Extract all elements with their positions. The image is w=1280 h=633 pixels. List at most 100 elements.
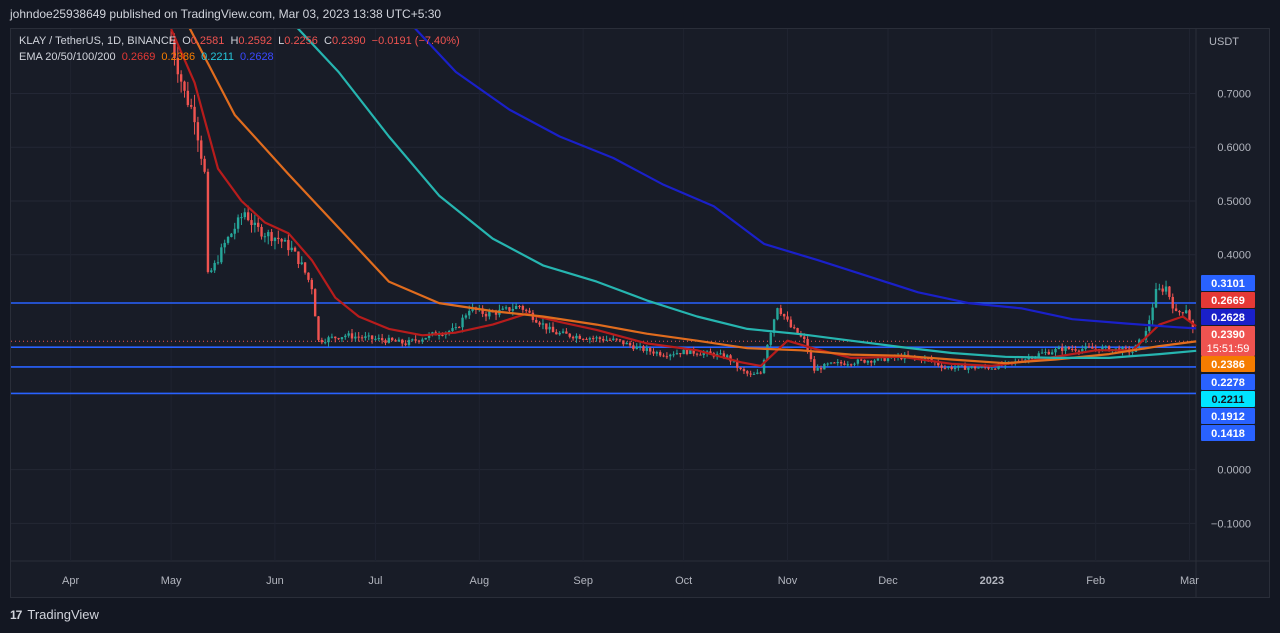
ema-label: EMA 20/50/100/200 bbox=[19, 51, 116, 63]
price-label-box bbox=[1201, 408, 1255, 424]
price-label-box bbox=[1201, 275, 1255, 291]
candle-body bbox=[257, 222, 260, 227]
price-label-box bbox=[1201, 391, 1255, 407]
candle-body bbox=[1074, 349, 1077, 351]
candle-body bbox=[679, 353, 682, 355]
candle-body bbox=[1067, 346, 1071, 349]
chart-panel[interactable]: Apr May Jun Jul Aug Sep Oct Nov Dec 2023 Feb Mar 0.… bbox=[10, 28, 1270, 598]
candle-body bbox=[431, 332, 434, 335]
candle-body bbox=[397, 339, 401, 342]
candle-body bbox=[327, 337, 330, 343]
candle-body bbox=[193, 106, 196, 123]
candle-body bbox=[1044, 351, 1047, 353]
candle-body bbox=[675, 353, 679, 355]
price-label-value: 0.2669 bbox=[1211, 295, 1245, 307]
candle-body bbox=[270, 232, 273, 242]
candle-body bbox=[287, 239, 290, 251]
candle-body bbox=[320, 339, 324, 343]
candle-body bbox=[571, 336, 575, 339]
candle-body bbox=[682, 349, 685, 355]
candle-body bbox=[816, 367, 819, 371]
candle-body bbox=[350, 333, 354, 339]
publish-header: johndoe25938649 published on TradingView… bbox=[0, 0, 1280, 28]
candle-body bbox=[940, 365, 943, 368]
candle-body bbox=[1124, 347, 1128, 349]
candle-body bbox=[347, 333, 350, 336]
x-tick-label: Oct bbox=[675, 575, 692, 587]
candle-body bbox=[618, 339, 622, 341]
candle-body bbox=[803, 336, 806, 340]
candle-body bbox=[823, 363, 826, 370]
candle-body bbox=[220, 247, 223, 263]
candle-body bbox=[1057, 347, 1061, 350]
price-label-box bbox=[1201, 425, 1255, 441]
candle-body bbox=[334, 336, 337, 339]
candle-body bbox=[605, 339, 608, 341]
candle-body bbox=[980, 366, 983, 368]
candle-body bbox=[632, 345, 635, 350]
candle-body bbox=[746, 371, 749, 374]
candle-body bbox=[283, 239, 287, 242]
candle-body bbox=[994, 368, 997, 370]
candle-body bbox=[1050, 352, 1054, 355]
x-tick-label: Sep bbox=[573, 575, 593, 587]
low-value: 0.2256 bbox=[284, 35, 318, 47]
x-tick-label: Apr bbox=[62, 575, 79, 587]
candle-body bbox=[330, 336, 334, 338]
candle-body bbox=[186, 90, 190, 106]
candle-body bbox=[612, 338, 615, 340]
low-label: L bbox=[278, 35, 285, 47]
candle-body bbox=[1104, 346, 1107, 348]
candle-body bbox=[1164, 286, 1168, 292]
candle-body bbox=[424, 337, 427, 340]
price-chart[interactable]: Apr May Jun Jul Aug Sep Oct Nov Dec 2023 Feb Mar 0.… bbox=[11, 29, 1269, 597]
candle-body bbox=[1084, 346, 1087, 349]
candle-body bbox=[602, 338, 605, 341]
publish-line: johndoe25938649 published on TradingView… bbox=[10, 7, 442, 21]
x-tick-label: Jun bbox=[266, 575, 284, 587]
candle-body bbox=[421, 339, 424, 342]
candle-body bbox=[357, 336, 360, 338]
candle-body bbox=[437, 334, 441, 336]
close-label: C bbox=[323, 35, 332, 47]
price-label-value: 0.2386 bbox=[1211, 359, 1245, 371]
candle-body bbox=[340, 337, 344, 340]
price-label-box bbox=[1201, 309, 1255, 325]
candle-body bbox=[514, 305, 518, 310]
candle-body bbox=[669, 354, 672, 357]
candle-body bbox=[628, 342, 632, 346]
candle-body bbox=[206, 171, 210, 272]
price-label-value: 0.2390 bbox=[1211, 329, 1245, 341]
candle-body bbox=[260, 226, 263, 237]
candle-body bbox=[246, 212, 250, 221]
candle-body bbox=[652, 351, 655, 354]
candle-body bbox=[709, 351, 712, 354]
candle-body bbox=[886, 358, 890, 361]
candle-body bbox=[793, 327, 796, 329]
candle-body bbox=[1114, 348, 1117, 350]
x-tick-label: May bbox=[161, 575, 182, 587]
candle-body bbox=[504, 307, 508, 309]
candle-body bbox=[615, 338, 618, 340]
candle-body bbox=[1087, 346, 1091, 348]
candle-body bbox=[595, 337, 598, 339]
candle-body bbox=[250, 220, 253, 226]
candle-body bbox=[772, 319, 776, 333]
candle-body bbox=[203, 158, 206, 172]
y-tick-label: 0.5000 bbox=[1217, 196, 1251, 208]
candle-body bbox=[1037, 353, 1040, 357]
high-label: H bbox=[230, 35, 239, 47]
candle-body bbox=[387, 337, 391, 343]
candle-body bbox=[374, 338, 377, 340]
y-tick-label: 0.7000 bbox=[1217, 88, 1251, 100]
x-tick-label: 2023 bbox=[980, 575, 1004, 587]
candle-body bbox=[1174, 308, 1178, 311]
candle-body bbox=[642, 346, 645, 351]
candle-body bbox=[243, 212, 246, 218]
candle-body bbox=[987, 367, 990, 369]
candle-body bbox=[216, 262, 220, 264]
candle-body bbox=[230, 233, 233, 237]
candle-body bbox=[756, 372, 759, 374]
candle-body bbox=[813, 359, 816, 371]
candle-body bbox=[1168, 286, 1171, 297]
